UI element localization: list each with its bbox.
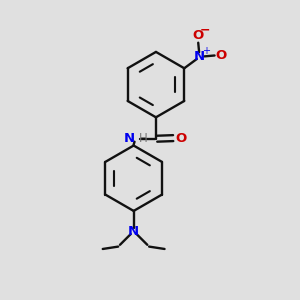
Text: O: O: [175, 132, 187, 145]
Text: H: H: [139, 132, 148, 145]
Text: O: O: [215, 49, 227, 62]
Text: N: N: [194, 50, 205, 64]
Text: −: −: [200, 24, 210, 37]
Text: N: N: [128, 225, 139, 238]
Text: N: N: [123, 132, 134, 145]
Text: O: O: [193, 29, 204, 42]
Text: +: +: [202, 46, 210, 56]
